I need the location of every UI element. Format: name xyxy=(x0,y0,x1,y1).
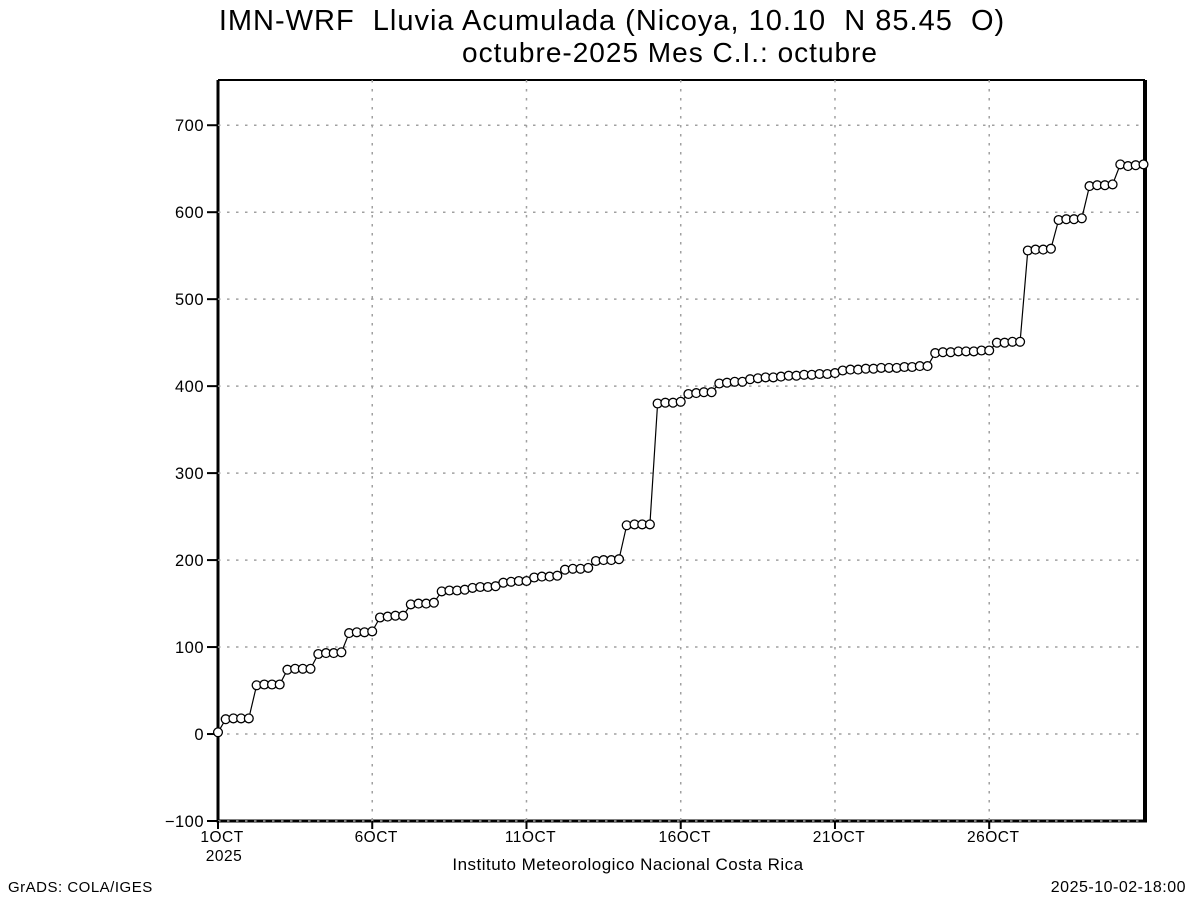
x-tick-label: 11OCT xyxy=(505,829,556,846)
data-point-marker xyxy=(1015,336,1026,347)
x-tick-label: 6OCT xyxy=(355,829,398,846)
y-tick-label: −100 xyxy=(165,813,204,831)
data-point-marker xyxy=(984,345,995,356)
data-point-marker xyxy=(583,562,594,573)
data-point-marker xyxy=(367,626,378,637)
y-tick-label: 0 xyxy=(194,726,204,744)
data-point-marker xyxy=(922,361,933,372)
data-point-marker xyxy=(274,679,285,690)
y-tick-label: 500 xyxy=(175,291,204,309)
x-tick-label: 26OCT xyxy=(967,829,1019,846)
x-tick-sublabel: 2025 xyxy=(206,848,242,865)
x-axis-label: Instituto Meteorologico Nacional Costa R… xyxy=(452,855,804,874)
y-tick-label: 100 xyxy=(175,639,204,657)
chart-title-line1: IMN-WRF Lluvia Acumulada (Nicoya, 10.10 … xyxy=(218,5,1006,37)
data-point-marker xyxy=(552,570,563,581)
data-point-marker xyxy=(675,396,686,407)
chart-title-line2: octubre-2025 Mes C.I.: octubre xyxy=(462,37,878,68)
y-tick-label: 300 xyxy=(175,465,204,483)
data-point-marker xyxy=(1045,243,1056,254)
data-point-marker xyxy=(1076,213,1087,224)
data-point-marker xyxy=(212,727,224,738)
data-point-marker xyxy=(1107,179,1118,190)
y-tick-label: 700 xyxy=(175,117,204,135)
x-tick-label: 21OCT xyxy=(813,829,865,846)
data-point-marker xyxy=(336,647,347,658)
data-point-marker xyxy=(243,713,254,724)
grads-credit-text: GrADS: COLA/IGES xyxy=(8,879,153,896)
x-tick-label: 16OCT xyxy=(658,829,710,846)
y-tick-label: 600 xyxy=(175,204,204,222)
data-point-marker xyxy=(428,597,439,608)
data-point-marker xyxy=(644,519,655,530)
data-point-marker xyxy=(613,554,625,565)
data-point-marker xyxy=(305,663,316,674)
data-point-marker xyxy=(706,387,717,398)
y-tick-label: 200 xyxy=(175,552,204,570)
y-tick-label: 400 xyxy=(175,378,204,396)
x-tick-label: 1OCT xyxy=(200,829,243,846)
generation-timestamp: 2025-10-02-18:00 xyxy=(1050,879,1186,896)
data-point-marker xyxy=(398,610,409,621)
data-point-marker xyxy=(1138,159,1149,170)
